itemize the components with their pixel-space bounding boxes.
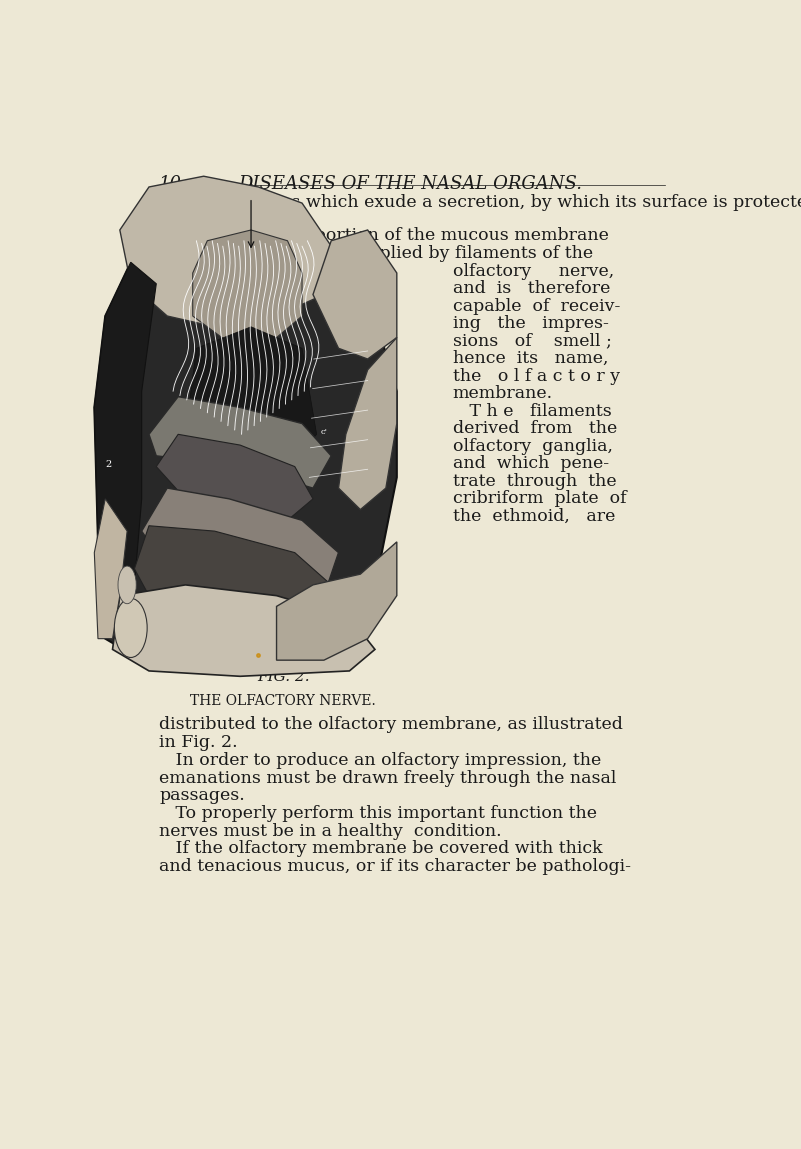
- Text: olfactory  ganglia,: olfactory ganglia,: [453, 438, 613, 455]
- Text: mucous follicles which exude a secretion, by which its surface is protected and : mucous follicles which exude a secretion…: [159, 194, 801, 234]
- Text: To properly perform this important function the: To properly perform this important funct…: [159, 805, 597, 822]
- Text: the  ethmoid,   are: the ethmoid, are: [453, 508, 615, 525]
- Text: If the olfactory membrane be covered with thick: If the olfactory membrane be covered wit…: [159, 840, 602, 857]
- Text: c': c': [320, 429, 328, 437]
- Text: derived  from   the: derived from the: [453, 421, 617, 438]
- Text: in Fig. 2.: in Fig. 2.: [159, 734, 238, 751]
- Polygon shape: [193, 230, 302, 342]
- Text: emanations must be drawn freely through the nasal: emanations must be drawn freely through …: [159, 770, 617, 787]
- Text: and tenacious mucus, or if its character be pathologi-: and tenacious mucus, or if its character…: [159, 858, 631, 876]
- Text: passages.: passages.: [159, 787, 245, 804]
- Text: of the nares which is supplied by filaments of the: of the nares which is supplied by filame…: [159, 245, 594, 262]
- Text: This is the only portion of the mucous membrane: This is the only portion of the mucous m…: [159, 228, 609, 245]
- Text: trate  through  the: trate through the: [453, 473, 616, 489]
- Text: nerves must be in a healthy  condition.: nerves must be in a healthy condition.: [159, 823, 501, 840]
- Ellipse shape: [118, 566, 136, 603]
- Polygon shape: [313, 230, 396, 358]
- Polygon shape: [95, 230, 396, 671]
- Polygon shape: [112, 585, 375, 677]
- Text: ing   the   impres-: ing the impres-: [453, 315, 609, 332]
- Text: and  which  pene-: and which pene-: [453, 455, 609, 472]
- Text: sions   of    smell ;: sions of smell ;: [453, 333, 612, 349]
- Polygon shape: [276, 542, 396, 661]
- Text: 10: 10: [159, 175, 182, 193]
- Text: cribriform  plate  of: cribriform plate of: [453, 491, 626, 508]
- Polygon shape: [339, 338, 396, 510]
- Polygon shape: [149, 396, 332, 488]
- Polygon shape: [142, 488, 339, 595]
- Text: membrane.: membrane.: [453, 385, 553, 402]
- Polygon shape: [156, 434, 313, 520]
- Polygon shape: [120, 176, 332, 326]
- Text: olfactory     nerve,: olfactory nerve,: [453, 263, 614, 279]
- Text: In order to produce an olfactory impression, the: In order to produce an olfactory impress…: [159, 751, 602, 769]
- Text: THE OLFACTORY NERVE.: THE OLFACTORY NERVE.: [191, 694, 376, 709]
- Text: distributed to the olfactory membrane, as illustrated: distributed to the olfactory membrane, a…: [159, 717, 623, 733]
- Text: the   o l f a c t o r y: the o l f a c t o r y: [453, 368, 620, 385]
- Polygon shape: [95, 499, 127, 639]
- Text: DISEASES OF THE NASAL ORGANS.: DISEASES OF THE NASAL ORGANS.: [239, 175, 582, 193]
- Text: and  is   therefore: and is therefore: [453, 280, 610, 298]
- Polygon shape: [135, 526, 332, 617]
- Text: T h e   filaments: T h e filaments: [453, 403, 611, 419]
- Text: hence  its   name,: hence its name,: [453, 350, 608, 368]
- Text: 2: 2: [106, 460, 112, 469]
- Polygon shape: [186, 326, 316, 477]
- Polygon shape: [95, 262, 156, 585]
- Text: capable  of  receiv-: capable of receiv-: [453, 298, 620, 315]
- Text: 1: 1: [248, 178, 254, 187]
- Text: FIG. 2.: FIG. 2.: [257, 671, 309, 685]
- Ellipse shape: [115, 599, 147, 657]
